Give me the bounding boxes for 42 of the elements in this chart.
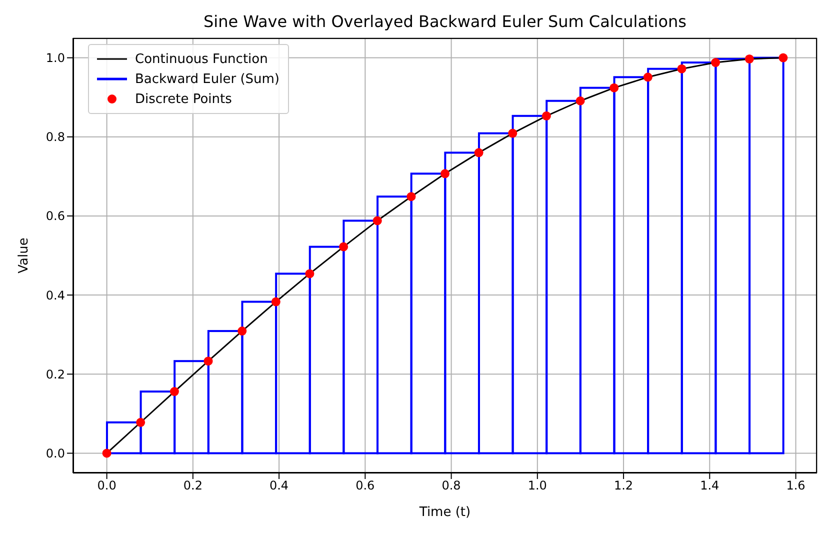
- point: [440, 169, 450, 178]
- x-tick-label: 0.6: [356, 478, 375, 493]
- x-axis-title: Time (t): [418, 505, 471, 520]
- point: [508, 128, 518, 138]
- y-tick-label: 0.2: [46, 367, 65, 382]
- point: [271, 297, 280, 306]
- point: [170, 387, 179, 396]
- x-tick-label: 1.6: [786, 478, 806, 493]
- point: [576, 96, 585, 106]
- point: [204, 356, 213, 366]
- point: [643, 72, 652, 82]
- x-tick-label: 0.2: [183, 478, 202, 493]
- point: [474, 148, 484, 158]
- point: [677, 64, 686, 74]
- legend-label: Continuous Function: [135, 52, 268, 66]
- x-tick-label: 0.8: [442, 478, 461, 493]
- y-tick-label: 0.6: [46, 209, 65, 224]
- point: [778, 53, 788, 62]
- x-tick-label: 1.4: [700, 478, 720, 493]
- x-tick-label: 0.4: [270, 478, 289, 493]
- point: [406, 192, 416, 202]
- point: [339, 242, 348, 252]
- point: [372, 216, 382, 226]
- point: [542, 111, 551, 120]
- point: [102, 448, 112, 458]
- y-axis-title: Value: [16, 238, 32, 274]
- y-tick-label: 0.8: [46, 130, 65, 144]
- point: [136, 418, 146, 427]
- point: [711, 58, 720, 68]
- y-tick-label: 0.0: [46, 446, 65, 460]
- x-tick-label: 1.2: [614, 478, 634, 493]
- point: [744, 54, 754, 64]
- point: [305, 269, 314, 278]
- chart-title: Sine Wave with Overlayed Backward Euler Sum Calculations: [202, 12, 688, 31]
- point: [238, 326, 247, 336]
- x-tick-label: 1.0: [528, 478, 547, 493]
- y-tick-label: 1.0: [46, 51, 65, 66]
- point: [610, 83, 619, 92]
- legend-label: Discrete Points: [135, 92, 232, 106]
- x-tick-label: 0.0: [97, 478, 116, 493]
- legend-label: Backward Euler (Sum): [135, 72, 280, 86]
- y-tick-label: 0.4: [46, 288, 65, 302]
